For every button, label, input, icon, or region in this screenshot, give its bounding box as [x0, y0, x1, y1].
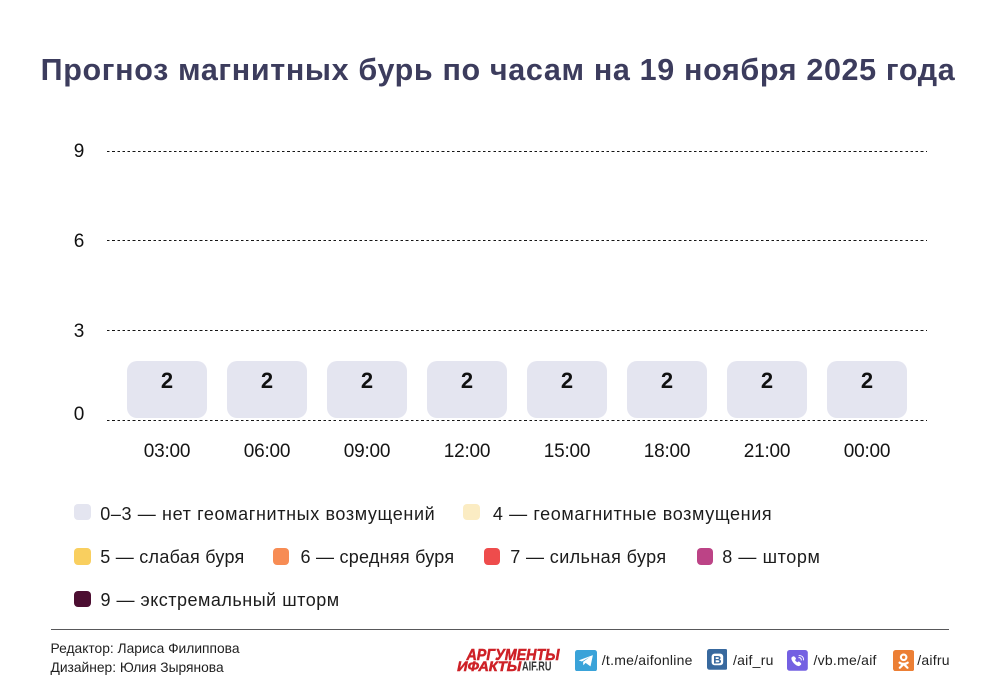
svg-text:AIF.RU: AIF.RU	[522, 659, 552, 672]
svg-text:ИФАКТЫ: ИФАКТЫ	[457, 659, 522, 672]
svg-text:В: В	[713, 655, 721, 667]
svg-text:АРГУМЕНТЫ: АРГУМЕНТЫ	[466, 647, 561, 664]
